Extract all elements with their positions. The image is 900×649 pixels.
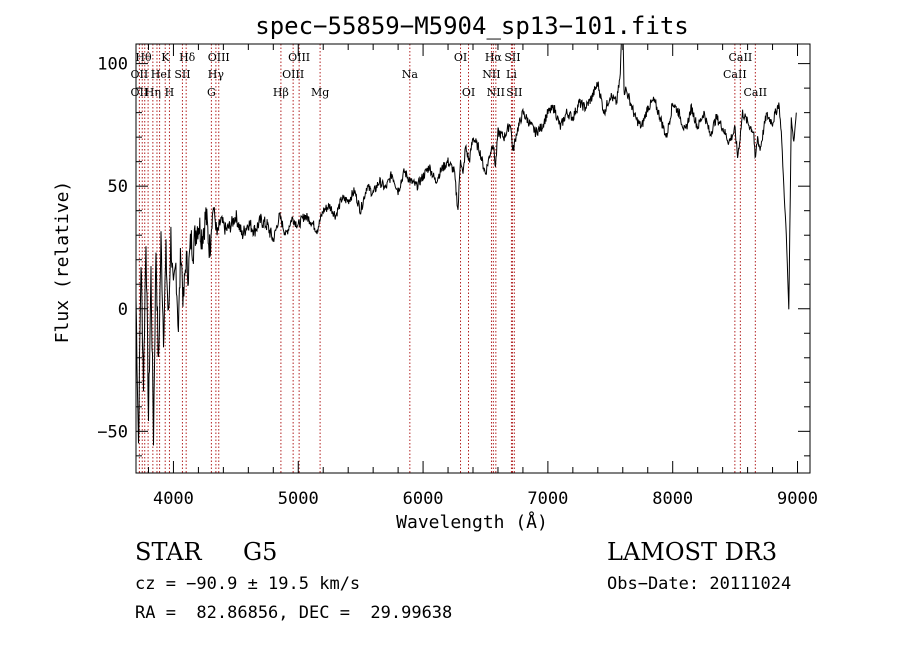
line-label: NII: [482, 68, 500, 81]
line-label: K: [161, 51, 170, 64]
series-flux: [135, 43, 797, 446]
x-tick-label: 4000: [153, 489, 194, 509]
y-axis-label: Flux (relative): [52, 181, 73, 344]
line-label: HeI: [151, 68, 171, 81]
y-tick-label: 100: [97, 55, 128, 75]
x-tick-label: 7000: [527, 489, 568, 509]
line-label: Na: [402, 68, 419, 81]
x-axis-label: Wavelength (Å): [396, 511, 548, 533]
line-label: SII: [504, 51, 520, 64]
line-label: OI: [454, 51, 467, 64]
line-label: CaII: [723, 68, 747, 81]
line-label: Mg: [311, 86, 329, 99]
line-label: OIII: [288, 51, 310, 64]
line-label: Hα: [485, 51, 503, 64]
obs-date: Obs−Date: 20111024: [607, 574, 792, 594]
line-label: NII: [487, 86, 505, 99]
redshift-value: cz = −90.9 ± 19.5 km/s: [135, 574, 361, 594]
line-label: OIII: [208, 51, 230, 64]
line-label: SII: [506, 86, 522, 99]
plot-frame: [135, 43, 811, 474]
object-subclass: G5: [243, 538, 278, 566]
line-label: OI: [462, 86, 475, 99]
line-label: OII: [131, 68, 149, 81]
line-label: Li: [506, 68, 517, 81]
line-label: Hθ: [135, 51, 152, 64]
coordinates: RA = 82.86856, DEC = 29.99638: [135, 603, 453, 623]
line-label: OIII: [282, 68, 304, 81]
y-tick-label: 50: [108, 177, 128, 197]
line-label: Hδ: [179, 51, 196, 64]
chart-title: spec−55859−M5904_sp13−101.fits: [255, 12, 688, 40]
x-tick-label: 5000: [278, 489, 319, 509]
x-tick-label: 6000: [403, 489, 444, 509]
line-label: G: [207, 86, 216, 99]
y-tick-label: −50: [97, 422, 128, 442]
x-tick-label: 8000: [652, 489, 693, 509]
survey-name: LAMOST DR3: [607, 538, 778, 566]
line-label: H: [165, 86, 175, 99]
plot-area: 4000 5000 6000 7000 8000 9000 −50 0 50 100 Hθ K Hδ OI…: [97, 43, 818, 509]
line-label: Hβ: [273, 86, 289, 99]
line-label: SII: [174, 68, 190, 81]
x-tick-label: 9000: [777, 489, 818, 509]
y-tick-label: 0: [118, 300, 128, 320]
line-label: CaII: [743, 86, 767, 99]
line-label: Hγ: [208, 68, 225, 81]
line-label: CaII: [729, 51, 753, 64]
line-label: Hη: [145, 86, 161, 99]
line-label: OII: [131, 86, 149, 99]
object-class: STAR: [135, 538, 202, 566]
